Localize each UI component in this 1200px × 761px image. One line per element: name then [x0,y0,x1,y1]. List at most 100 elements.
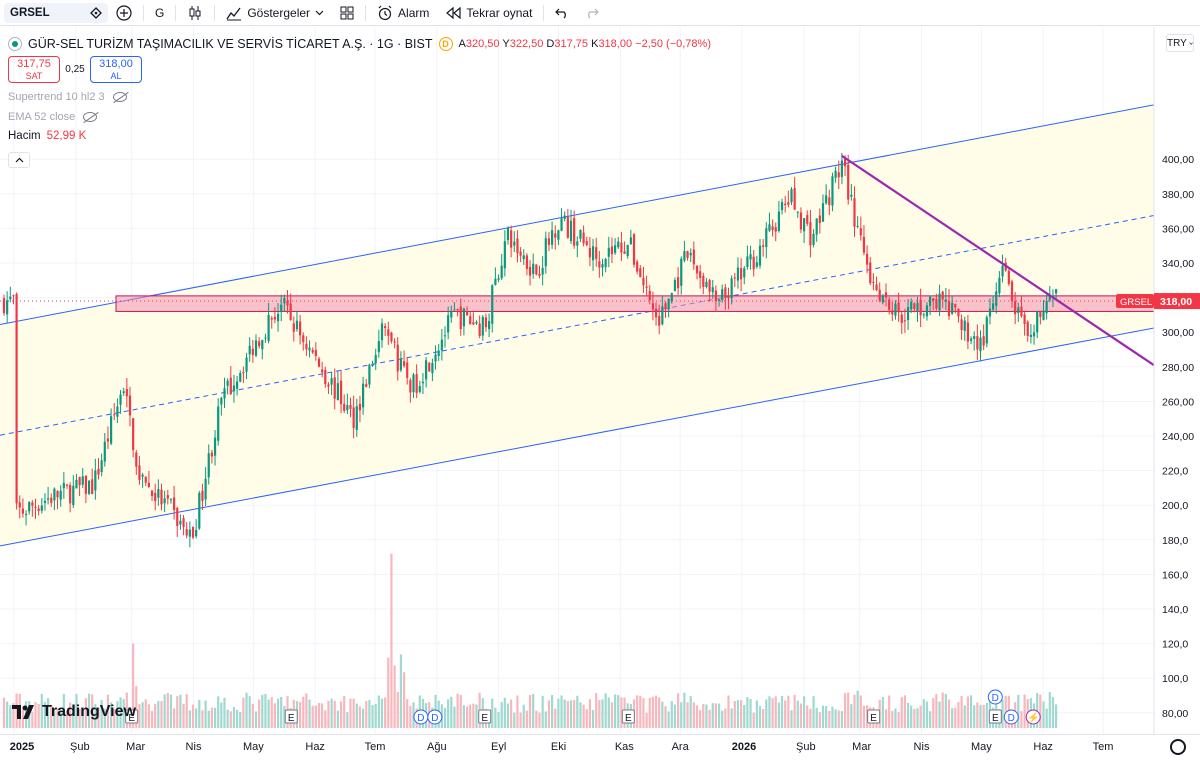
trend-line[interactable] [841,154,1154,367]
candle-body [639,268,642,278]
candle-body [743,268,746,278]
candle-body [116,406,119,417]
eye-off-icon[interactable] [112,91,127,102]
candle-body [784,203,787,205]
volume-bar [510,699,513,728]
candlesticks [2,152,1058,548]
redo-button[interactable] [577,2,607,24]
candle-body [65,484,69,486]
candle-body [154,492,157,501]
candle-body [884,292,888,298]
alarm-button[interactable]: Alarm [369,2,437,24]
symbol-search[interactable]: GRSEL [4,2,108,23]
symbol-full-name[interactable]: GÜR-SEL TURİZM TAŞIMACILIK VE SERVİS TİC… [28,37,433,51]
volume-bar [393,665,396,728]
candle-body [500,265,503,279]
buy-button[interactable]: 318,00 AL [90,56,142,83]
interval-button[interactable]: G [147,2,172,24]
time-axis[interactable]: 2025 Şub Mar Nis May Haz Tem Ağu Eyl Eki Kas Ara 202… [0,734,1200,761]
close-value: 318,00 [598,38,633,50]
currency-selector[interactable]: TRY [1166,34,1194,52]
candle-body [872,281,875,283]
volume-bar [6,701,9,728]
volume-bar [302,696,305,728]
volume-bar [358,706,362,728]
volume-bar [469,704,472,728]
candle-body [182,518,185,527]
price-tick-label: 180,0 [1162,535,1188,547]
sell-button[interactable]: 317,75 SAT [8,56,60,83]
indicators-button[interactable]: Göstergeler [218,2,332,24]
price-axis[interactable]: 400,00380,00360,00340,00320,00300,00280,… [1116,27,1200,734]
candle-body [248,345,251,355]
volume-bar [1055,704,1058,728]
candle-body [588,248,591,258]
volume-bar [617,695,620,728]
tradingview-logo[interactable]: TradingView [12,703,136,721]
time-label: Nis [185,741,202,753]
candle-body [551,230,554,245]
volume-bar [362,708,365,728]
volume-bars [2,553,1058,728]
volume-bar [541,695,544,728]
candle-body [380,323,384,341]
candle-body [648,290,651,300]
sell-price: 317,75 [17,58,51,70]
event-marker-label: E [992,713,999,724]
indicator-supertrend[interactable]: Supertrend 10 hl2 3 [8,90,711,103]
volume-bar [664,706,667,728]
volume-bar [569,700,573,728]
candle-body [746,256,749,268]
volume-bar [116,701,119,728]
volume-bar [894,708,897,728]
volume-bar [81,708,84,728]
last-symbol-badge [1116,294,1154,309]
indicator-ema[interactable]: EMA 52 close [8,110,711,123]
price-tick-label: 300,00 [1162,327,1194,339]
volume-bar [264,693,267,728]
candle-body [544,238,547,267]
candle-body [6,300,9,315]
candle-body [736,267,740,281]
dividend-marker-circle [427,709,443,725]
volume-bar [497,712,500,728]
undo-button[interactable] [547,2,577,24]
collapse-legend-button[interactable] [8,152,30,168]
volume-bar [113,708,116,728]
candle-body [1001,265,1004,277]
candle-body [421,381,425,384]
volume-bar [566,701,569,728]
volume-bar [784,700,787,728]
indicator-volume[interactable]: Hacim 52,99 K [8,130,711,144]
volume-bar [866,705,869,728]
layouts-button[interactable] [332,2,362,24]
volume-bar [859,695,862,728]
volume-bar [803,696,806,728]
regression-channel[interactable] [0,104,1154,547]
eye-off-icon[interactable] [83,111,98,122]
volume-bar [245,692,248,728]
replay-button[interactable]: Tekrar oynat [437,2,540,24]
volume-bar [881,696,884,728]
candle-body [81,476,84,485]
gear-icon[interactable] [1170,739,1186,755]
delayed-data-badge[interactable]: D [438,37,453,51]
volume-bar [450,696,453,728]
price-tick-label: 140,0 [1162,604,1188,616]
candle-body [103,441,106,462]
candle-body [960,319,963,331]
volume-bar [702,704,705,728]
candle-body [708,280,711,292]
volume-bar [680,702,683,728]
compare-button[interactable] [108,2,140,24]
volume-bar [821,705,825,728]
candle-body [437,350,440,356]
candle-body [147,482,150,487]
volume-bar [925,701,929,728]
chart-type-button[interactable] [179,2,211,24]
volume-bar [503,697,506,728]
support-zone[interactable] [115,295,1154,312]
volume-bar [686,702,689,728]
volume-bar [708,709,711,728]
